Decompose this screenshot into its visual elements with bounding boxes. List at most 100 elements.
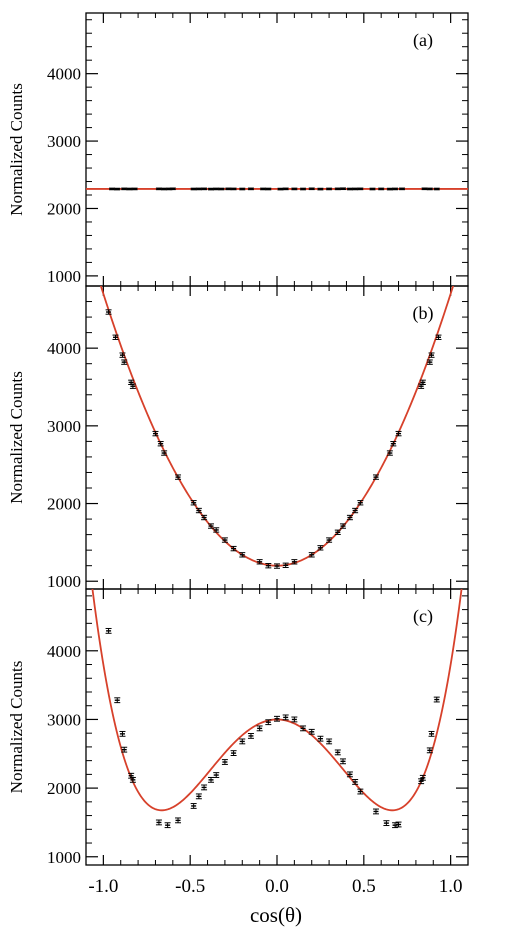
x-axis-label: cos(θ) (250, 903, 302, 927)
data-point (247, 733, 254, 739)
data-point (395, 430, 402, 437)
data-point (164, 822, 171, 829)
x-tick-label: 0.0 (265, 876, 289, 897)
x-tick-label: -0.5 (175, 876, 205, 897)
data-point (119, 352, 126, 358)
data-point (256, 725, 263, 732)
data-point (282, 187, 289, 191)
data-point (428, 352, 435, 358)
data-point (317, 735, 324, 742)
data-point (190, 187, 197, 191)
data-point (300, 725, 307, 732)
x-tick-label: 1.0 (439, 876, 463, 897)
data-point (201, 514, 208, 521)
data-point (274, 563, 280, 569)
data-point (419, 774, 426, 781)
data-point (190, 500, 197, 506)
data-point (326, 738, 333, 745)
data-point (121, 359, 128, 365)
fit-curve (91, 589, 463, 812)
data-point (175, 474, 182, 480)
y-tick-label: 2000 (47, 495, 81, 514)
y-tick-label: 2000 (47, 199, 81, 218)
plot-frame (85, 588, 469, 866)
data-point (260, 187, 267, 191)
data-point (421, 187, 428, 191)
data-point (221, 537, 228, 543)
data-point (426, 187, 433, 191)
data-point (126, 187, 133, 191)
data-point (230, 545, 237, 552)
data-point (152, 430, 159, 437)
data-point (112, 334, 119, 340)
data-point (419, 379, 426, 386)
data-point (390, 441, 397, 447)
data-point (256, 559, 263, 565)
panel-label: (b) (413, 303, 434, 324)
panel-label: (c) (413, 606, 433, 627)
panel-label: (a) (413, 30, 433, 51)
data-point (218, 187, 225, 191)
plot-area (99, 286, 455, 569)
data-point (121, 746, 128, 753)
y-tick-label: 2000 (47, 779, 81, 798)
data-point (201, 784, 208, 791)
data-point (119, 730, 126, 737)
data-point (274, 715, 280, 722)
data-point (426, 359, 433, 365)
data-point (213, 527, 220, 533)
data-point (221, 759, 228, 765)
data-point (175, 817, 182, 824)
data-point (372, 808, 379, 815)
data-point (300, 187, 307, 191)
data-point (190, 803, 197, 809)
data-point (352, 779, 359, 785)
data-point (195, 187, 202, 191)
data-point (352, 187, 359, 191)
x-tick-label: -1.0 (88, 876, 118, 897)
data-point (386, 450, 393, 456)
y-tick-label: 4000 (47, 642, 81, 661)
data-point (392, 187, 399, 191)
data-point (317, 187, 324, 191)
data-point (195, 507, 202, 514)
data-point (334, 187, 341, 191)
data-point (308, 552, 315, 558)
data-point (383, 820, 390, 827)
data-point (334, 749, 341, 756)
data-point (282, 562, 289, 568)
plot-frame (85, 12, 469, 287)
data-point (433, 696, 440, 703)
data-point (277, 187, 284, 191)
data-point (121, 187, 128, 191)
y-axis-label: Normalized Counts (7, 83, 26, 216)
data-point (369, 187, 376, 191)
data-point (161, 450, 168, 456)
data-point (308, 187, 315, 191)
plot-frame (85, 285, 469, 590)
data-point (208, 776, 215, 783)
data-point (239, 552, 246, 558)
data-point (308, 728, 315, 735)
data-point (265, 563, 272, 569)
y-axis-label: Normalized Counts (7, 371, 26, 504)
y-tick-label: 3000 (47, 132, 81, 151)
data-point (291, 716, 298, 723)
plot-area (86, 187, 468, 191)
data-point (357, 187, 364, 191)
data-point (428, 730, 435, 737)
data-point (346, 514, 353, 521)
data-point (155, 819, 162, 826)
y-tick-label: 3000 (47, 417, 81, 436)
data-point (239, 187, 246, 191)
data-point (265, 719, 272, 726)
y-tick-label: 4000 (47, 65, 81, 84)
data-point (230, 187, 237, 191)
data-point (357, 500, 364, 506)
data-point (339, 187, 346, 191)
data-point (129, 383, 136, 389)
y-tick-label: 1000 (47, 267, 81, 286)
y-tick-label: 3000 (47, 710, 81, 729)
y-axis-label: Normalized Counts (7, 661, 26, 794)
data-point (334, 529, 341, 535)
